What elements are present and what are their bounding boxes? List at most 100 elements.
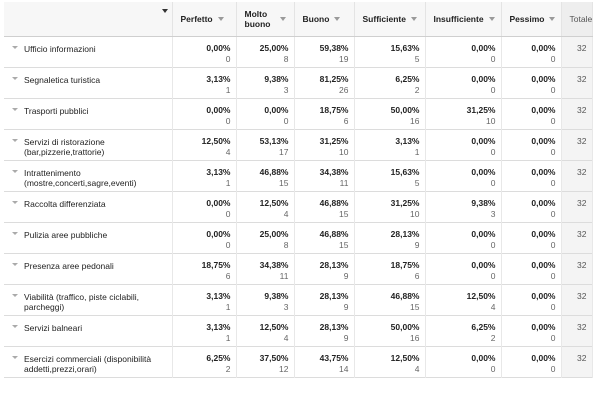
row-label-cell[interactable]: Presenza aree pedonali <box>4 253 173 284</box>
expand-triangle-icon[interactable] <box>12 262 18 266</box>
column-header-sufficiente[interactable]: Sufficiente <box>354 2 426 37</box>
chevron-down-icon[interactable] <box>334 17 341 22</box>
percentage-value: 46,88% <box>390 290 420 301</box>
expand-triangle-icon[interactable] <box>12 324 18 328</box>
percentage-value: 46,88% <box>319 197 349 208</box>
value-cell: 12,50% 4 <box>236 191 295 222</box>
column-header-pessimo[interactable]: Pessimo <box>501 2 562 37</box>
row-label-cell[interactable]: Trasporti pubblici <box>4 98 173 129</box>
count-value: 0 <box>490 270 496 281</box>
column-header-perfetto[interactable]: Perfetto <box>172 2 237 37</box>
value-cell: 53,13% 17 <box>236 129 295 160</box>
row-label-cell[interactable]: Esercizi commerciali (disponibilità adde… <box>4 346 173 377</box>
percentage-value: 12,50% <box>201 135 231 146</box>
count-value: 15 <box>279 177 289 188</box>
row-label-cell[interactable]: Intrattenimento (mostre,concerti,sagre,e… <box>4 160 173 191</box>
count-value: 9 <box>343 301 349 312</box>
count-value: 2 <box>490 332 496 343</box>
row-label-cell[interactable]: Viabilità (traffico, piste ciclabili, pa… <box>4 284 173 315</box>
total-value: 32 <box>577 290 587 301</box>
total-value: 32 <box>577 321 587 332</box>
expand-triangle-icon[interactable] <box>12 76 18 80</box>
sort-caret-icon[interactable] <box>162 9 168 13</box>
row-label: Pulizia aree pubbliche <box>24 229 108 240</box>
row-label: Esercizi commerciali (disponibilità adde… <box>24 353 152 374</box>
percentage-value: 18,75% <box>201 259 231 270</box>
total-value: 32 <box>577 228 587 239</box>
expand-triangle-icon[interactable] <box>12 355 18 359</box>
value-cell: 34,38% 11 <box>294 160 355 191</box>
count-value: 15 <box>339 208 349 219</box>
expand-triangle-icon[interactable] <box>12 107 18 111</box>
value-cell: 0,00% 0 <box>425 253 502 284</box>
count-value: 3 <box>283 301 289 312</box>
value-cell: 28,13% 9 <box>294 315 355 346</box>
count-value: 0 <box>490 53 496 64</box>
expand-triangle-icon[interactable] <box>12 293 18 297</box>
percentage-value: 0,00% <box>531 197 556 208</box>
percentage-value: 0,00% <box>471 135 496 146</box>
count-value: 11 <box>279 270 289 281</box>
chevron-down-icon[interactable] <box>279 16 286 21</box>
column-header-buono[interactable]: Buono <box>294 2 355 37</box>
count-value: 0 <box>550 208 556 219</box>
value-cell: 0,00% 0 <box>172 222 237 253</box>
expand-triangle-icon[interactable] <box>12 231 18 235</box>
count-value: 19 <box>339 53 349 64</box>
row-label-cell[interactable]: Servizi balneari <box>4 315 173 346</box>
value-cell: 0,00% 0 <box>425 67 502 98</box>
count-value: 12 <box>279 363 289 374</box>
percentage-value: 0,00% <box>471 228 496 239</box>
expand-triangle-icon[interactable] <box>12 45 18 49</box>
count-value: 16 <box>410 115 420 126</box>
value-cell: 0,00% 0 <box>501 284 562 315</box>
chevron-down-icon[interactable] <box>488 17 495 22</box>
row-label-header[interactable] <box>4 2 173 37</box>
chevron-down-icon[interactable] <box>217 17 224 22</box>
row-label-cell[interactable]: Pulizia aree pubbliche <box>4 222 173 253</box>
total-value: 32 <box>577 197 587 208</box>
total-cell: 32 <box>561 253 593 284</box>
value-cell: 9,38% 3 <box>236 284 295 315</box>
percentage-value: 25,00% <box>259 42 289 53</box>
count-value: 0 <box>550 270 556 281</box>
chevron-down-icon[interactable] <box>549 17 556 22</box>
row-label-cell[interactable]: Segnaletica turistica <box>4 67 173 98</box>
chevron-down-icon[interactable] <box>410 17 417 22</box>
count-value: 5 <box>414 53 420 64</box>
value-cell: 46,88% 15 <box>236 160 295 191</box>
count-value: 10 <box>339 146 349 157</box>
row-label-cell[interactable]: Raccolta differenziata <box>4 191 173 222</box>
value-cell: 0,00% 0 <box>501 222 562 253</box>
expand-triangle-icon[interactable] <box>12 138 18 142</box>
total-value: 32 <box>577 73 587 84</box>
column-header-label: Sufficiente <box>362 14 406 25</box>
column-header-insufficiente[interactable]: Insufficiente <box>425 2 502 37</box>
row-label-cell[interactable]: Servizi di ristorazione (bar,pizzerie,tr… <box>4 129 173 160</box>
total-value: 32 <box>577 104 587 115</box>
column-header-molto-buono[interactable]: Molto buono <box>236 2 295 37</box>
table-row: Segnaletica turistica 3,13% 1 9,38% 3 81,25% 2… <box>4 67 593 98</box>
percentage-value: 0,00% <box>531 290 556 301</box>
value-cell: 50,00% 16 <box>354 315 426 346</box>
table-row: Presenza aree pedonali 18,75% 6 34,38% 11 28,… <box>4 253 593 284</box>
total-cell: 32 <box>561 284 593 315</box>
count-value: 11 <box>339 177 349 188</box>
value-cell: 3,13% 1 <box>172 67 237 98</box>
row-label: Servizi balneari <box>24 322 83 333</box>
row-label-cell[interactable]: Ufficio informazioni <box>4 36 173 67</box>
expand-triangle-icon[interactable] <box>12 169 18 173</box>
total-value: 32 <box>577 42 587 53</box>
count-value: 4 <box>225 146 231 157</box>
expand-triangle-icon[interactable] <box>12 200 18 204</box>
count-value: 16 <box>410 332 420 343</box>
percentage-value: 0,00% <box>531 104 556 115</box>
value-cell: 0,00% 0 <box>501 346 562 377</box>
percentage-value: 59,38% <box>319 42 349 53</box>
value-cell: 15,63% 5 <box>354 160 426 191</box>
percentage-value: 6,25% <box>395 73 420 84</box>
total-cell: 32 <box>561 98 593 129</box>
percentage-value: 3,13% <box>395 135 420 146</box>
value-cell: 3,13% 1 <box>172 315 237 346</box>
results-table: Perfetto Molto buono Buono Sufficiente I… <box>4 2 593 378</box>
